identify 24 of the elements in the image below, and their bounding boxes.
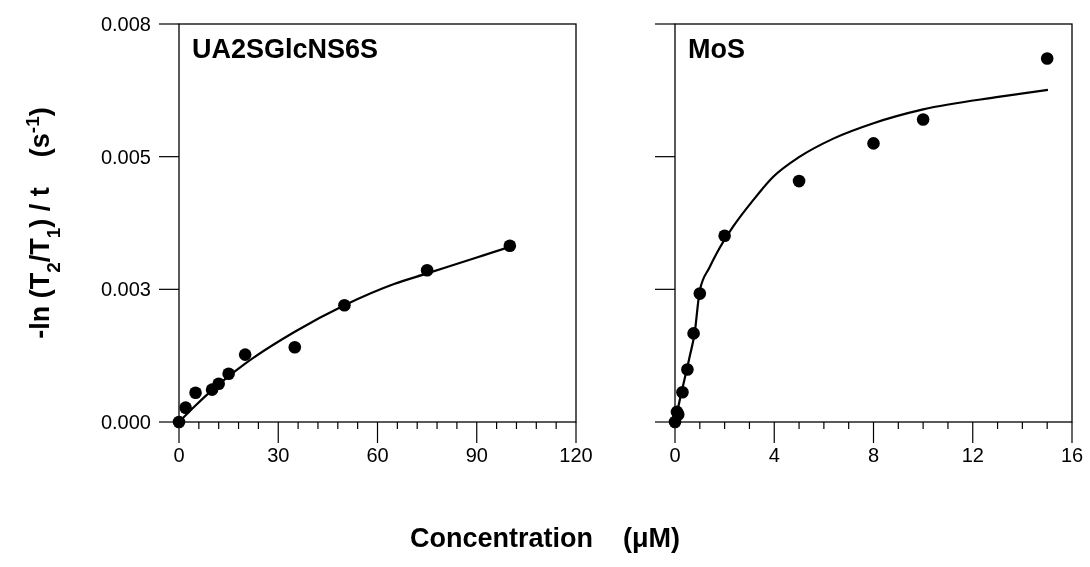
x-tick-label: 90 [465, 444, 488, 466]
x-axis-title: Concentration (μM) [410, 523, 680, 553]
y-tick-label: 0.005 [100, 145, 151, 168]
chart-title: MoS [688, 34, 745, 64]
x-tick-label: 60 [366, 444, 389, 466]
x-tick-label: 120 [559, 444, 593, 466]
point [1040, 52, 1054, 65]
x-tick-label: 16 [1060, 444, 1084, 466]
x-tick-label: 8 [867, 444, 880, 466]
y-tick-label: 0.000 [100, 411, 151, 433]
x-tick-label: 12 [961, 444, 984, 466]
y-tick-label: 0.003 [100, 278, 151, 301]
y-tick-label: 0.008 [100, 13, 151, 35]
point [189, 386, 202, 400]
point [792, 174, 806, 188]
chart-title: UA2SGlcNS6S [192, 34, 379, 64]
point [867, 137, 880, 150]
point [288, 340, 302, 354]
x-tick-label: 0 [173, 444, 185, 466]
x-tick-label: 0 [669, 444, 681, 466]
point [238, 348, 252, 361]
point [916, 113, 930, 126]
x-tick-label: 30 [267, 444, 290, 466]
x-tick-label: 4 [768, 444, 780, 466]
